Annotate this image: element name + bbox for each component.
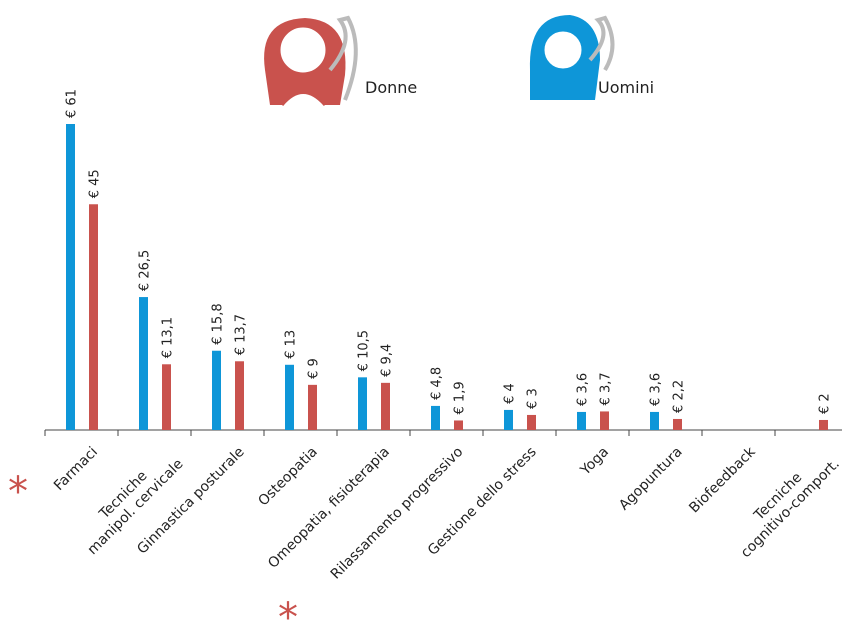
bar	[139, 297, 148, 430]
bar	[235, 361, 244, 430]
legend-label: Uomini	[598, 78, 654, 97]
annotation: *	[8, 472, 28, 512]
bar	[285, 365, 294, 430]
value-label: € 13,1	[161, 317, 176, 358]
bar	[162, 364, 171, 430]
bar	[66, 124, 75, 430]
bar	[577, 412, 586, 430]
icon-donne	[264, 18, 356, 105]
bar	[673, 419, 682, 430]
value-label: € 3,6	[576, 373, 591, 406]
value-label: € 2,2	[672, 380, 687, 413]
page: € 61 € 26,5 € 15,8 € 13 € 10,5 € 4,8 € 4 € 3,6 €…	[0, 0, 842, 623]
bar	[504, 410, 513, 430]
bar	[431, 406, 440, 430]
value-label: € 45	[88, 169, 103, 198]
chart: € 61 € 26,5 € 15,8 € 13 € 10,5 € 4,8 € 4 € 3,6 €…	[0, 0, 842, 623]
bar	[650, 412, 659, 430]
value-label: € 13	[284, 330, 299, 359]
value-label: € 26,5	[138, 250, 153, 291]
value-label: € 13,7	[234, 314, 249, 355]
legend-label: Donne	[365, 78, 417, 97]
bar	[89, 204, 98, 430]
value-label: € 15,8	[211, 303, 226, 344]
value-label: € 10,5	[357, 330, 372, 371]
value-label: € 4,8	[430, 367, 445, 400]
value-label: € 9,4	[380, 344, 395, 377]
value-label: € 1,9	[453, 381, 468, 414]
annotation: *	[278, 598, 298, 623]
value-label: € 4	[503, 383, 518, 404]
value-label: € 3,6	[649, 373, 664, 406]
value-label: € 9	[307, 358, 322, 379]
bar	[454, 420, 463, 430]
value-label: € 3	[526, 388, 541, 409]
bar	[212, 351, 221, 430]
bar	[381, 383, 390, 430]
value-label: € 2	[818, 393, 833, 414]
value-label: € 61	[65, 89, 80, 118]
bar	[527, 415, 536, 430]
bar	[600, 411, 609, 430]
bar	[819, 420, 828, 430]
value-label: € 3,7	[599, 372, 614, 405]
bar	[308, 385, 317, 430]
bar	[358, 377, 367, 430]
